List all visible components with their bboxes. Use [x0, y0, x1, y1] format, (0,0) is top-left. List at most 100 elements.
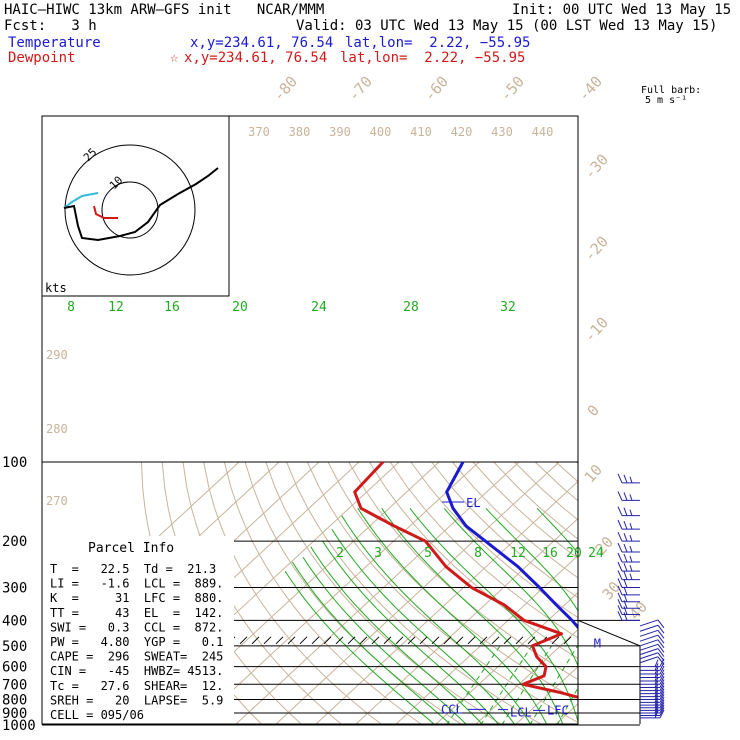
model-title: HAIC–HIWC 13km ARW–GFS init NCAR/MMM	[4, 2, 325, 18]
parcel-info-row: K = 31 LFC = 880.	[50, 591, 223, 605]
barb-flag	[654, 700, 659, 708]
isotherm-label: -70	[345, 73, 377, 105]
theta-e-label: 12	[108, 300, 124, 315]
barb-flag	[659, 662, 665, 671]
theta-label-left: 270	[46, 494, 68, 508]
dry-adiabat	[555, 461, 578, 483]
parcel-info-row: CELL = 095/06	[50, 708, 144, 722]
moist-adiabat	[485, 507, 578, 612]
el-label: EL	[466, 496, 480, 510]
isotherm-label: 10	[581, 461, 606, 486]
dry-adiabat	[618, 462, 740, 725]
valid-time: Valid: 03 UTC Wed 13 May 15 (00 LST Wed …	[296, 18, 718, 34]
wind-barb	[639, 629, 665, 639]
moist-adiabat	[443, 507, 578, 668]
temperature-latlon: lat,lon= 2.22, −55.95	[345, 35, 531, 51]
barb-flag	[617, 585, 623, 596]
dewpoint-profile	[353, 460, 578, 699]
barb-flag	[659, 691, 665, 700]
mixing-ratio-label: 5	[424, 546, 432, 561]
barb-flag	[623, 543, 628, 553]
barb-key-units: 5 m s⁻¹	[645, 95, 688, 106]
freezing-level-hatch	[383, 636, 392, 645]
freezing-level-hatch	[275, 636, 284, 645]
barb-flag	[623, 612, 628, 621]
isotherm-line	[715, 462, 740, 725]
dry-adiabat	[265, 461, 502, 724]
isotherm-label: 0	[584, 401, 603, 420]
wind-barb	[639, 639, 665, 649]
moist-adiabat	[310, 546, 483, 724]
pressure-label: 800	[2, 693, 27, 709]
pressure-label: 300	[2, 580, 27, 596]
isotherm-label: -80	[270, 73, 302, 105]
wind-barb	[617, 561, 640, 572]
freezing-level-hatch	[551, 636, 560, 645]
freezing-level-hatch	[455, 636, 464, 645]
barb-flag	[617, 531, 623, 542]
parcel-info-row: SWI = 0.3 CCL = 872.	[50, 620, 223, 634]
freezing-level-hatch	[419, 636, 428, 645]
barb-flag	[623, 586, 628, 596]
barb-flag	[659, 707, 665, 716]
freezing-level-hatch	[359, 636, 368, 645]
parcel-info-background	[42, 536, 234, 724]
wind-barb	[617, 585, 640, 596]
parcel-info-row: PW = 4.80 YGP = 0.1	[50, 635, 223, 649]
freezing-level-hatch	[347, 636, 356, 645]
barb-flag	[617, 473, 623, 484]
dry-adiabat	[514, 461, 578, 521]
dry-adiabat	[431, 461, 578, 599]
wind-barb	[617, 473, 640, 484]
dry-adiabat	[410, 461, 578, 619]
wind-barb	[617, 552, 640, 563]
wind-barb	[639, 634, 665, 644]
barb-flag	[659, 704, 665, 714]
isotherm-line	[475, 628, 578, 724]
wind-barb	[617, 531, 640, 542]
freezing-level-hatch	[515, 636, 524, 645]
parcel-info-row: TT = 43 EL = 142.	[50, 606, 223, 620]
moist-adiabat	[302, 556, 467, 724]
dry-adiabat	[327, 461, 578, 702]
theta-label: 410	[410, 125, 432, 139]
barb-flag	[623, 532, 628, 542]
mixing-ratio-line	[529, 645, 578, 724]
barb-flag	[617, 542, 623, 553]
barb-flag	[623, 474, 628, 484]
isotherm-label: -10	[581, 314, 613, 346]
theta-e-label: 32	[500, 300, 516, 315]
mixing-ratio-line	[446, 645, 501, 724]
mixing-ratio-label: 3	[374, 546, 382, 561]
temperature-xy: x,y=234.61, 76.54	[190, 35, 334, 51]
freezing-level-hatch	[491, 636, 500, 645]
wind-barb	[639, 624, 665, 634]
mixing-ratio-label: 12	[510, 546, 526, 561]
theta-label: 390	[329, 125, 351, 139]
legend-temperature: Temperature	[8, 35, 101, 51]
freezing-level-hatch	[407, 636, 416, 645]
barb-staff	[639, 624, 659, 632]
barb-staff	[639, 634, 659, 642]
barb-flag	[629, 573, 633, 580]
dry-adiabat	[660, 462, 740, 725]
barb-flag	[657, 652, 665, 662]
ccl-label: CCL	[441, 702, 463, 716]
lcl-label: LCL	[510, 706, 532, 720]
barb-flag	[659, 679, 665, 688]
mixing-ratio-line	[557, 686, 578, 724]
pressure-label: 100	[2, 455, 27, 471]
dry-adiabat	[306, 461, 578, 724]
barb-flag	[659, 685, 665, 694]
isotherm-label: -30	[581, 151, 613, 183]
barb-flag	[629, 522, 633, 530]
mixing-ratio-line	[501, 645, 553, 724]
freezing-level-hatch	[251, 636, 260, 645]
barb-flag	[623, 562, 628, 572]
freezing-level-hatch	[431, 636, 440, 645]
barb-flag	[657, 639, 665, 649]
wind-barb	[639, 643, 665, 653]
wind-barb	[640, 707, 665, 716]
barb-flag	[657, 648, 665, 657]
mixing-ratio-label: 8	[474, 546, 482, 561]
